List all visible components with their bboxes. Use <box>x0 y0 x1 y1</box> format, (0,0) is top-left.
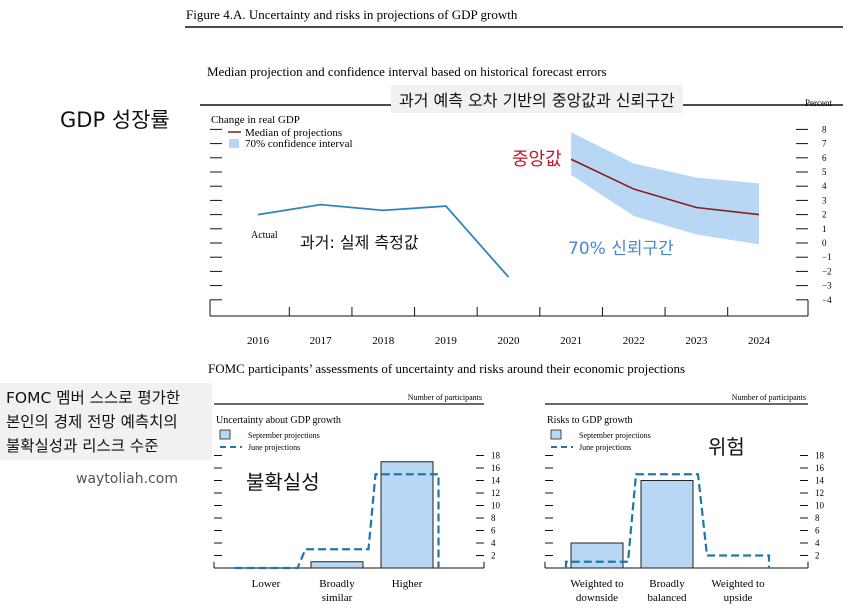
uncertainty-legend-sep-label: September projections <box>248 431 320 440</box>
watermark: waytoliah.com <box>76 471 178 487</box>
top-x-tick-labels: 2016 2017 2018 2019 2020 2021 2022 2023 2024 <box>247 335 771 347</box>
risks-y-tick-label: 18 <box>815 451 825 461</box>
risks-september-bar <box>640 480 694 569</box>
x-tick-label: 2024 <box>748 335 771 347</box>
uncertainty-september-bar <box>310 561 364 569</box>
uncertainty-ylabel: Number of participants <box>408 393 482 402</box>
risks-title: Risks to GDP growth <box>547 415 632 426</box>
fomc-annotation-line-1: FOMC 멤버 스스로 평가한 <box>6 389 181 407</box>
risks-y-tick-label: 14 <box>815 476 825 486</box>
risks-chart: Number of participants Risks to GDP growt… <box>544 393 825 604</box>
x-tick-label: 2019 <box>435 335 458 347</box>
risks-category-label: Broadly <box>649 578 685 590</box>
uncertainty-y-tick-label: 14 <box>491 476 501 486</box>
uncertainty-y-tick-label: 4 <box>491 538 496 548</box>
risks-y-tick-label: 2 <box>815 551 820 561</box>
top-plot-area <box>257 132 760 278</box>
bottom-section-title: FOMC participants’ assessments of uncert… <box>208 361 685 376</box>
y-tick-label: −3 <box>822 281 832 291</box>
risks-y-tick-label: 10 <box>815 501 825 511</box>
x-tick-label: 2020 <box>498 335 521 347</box>
y-tick-label: −2 <box>822 266 832 276</box>
risks-category-label: Weighted to <box>711 578 765 590</box>
uncertainty-y-tick-label: 6 <box>491 526 496 536</box>
actual-series-line <box>257 203 510 278</box>
risks-september-bar <box>570 542 624 569</box>
median-series-line <box>570 158 760 216</box>
uncertainty-y-tick-label: 18 <box>491 451 501 461</box>
uncertainty-annotation: 불확실성 <box>246 470 320 494</box>
top-chart-title: Change in real GDP <box>211 114 300 126</box>
x-tick-label: 2017 <box>310 335 333 347</box>
top-y-tick-labels: −4 −3 −2 −1 0 1 2 3 4 5 6 7 8 <box>822 124 832 304</box>
top-axis-ticks <box>209 128 809 316</box>
gdp-growth-annotation: GDP 성장률 <box>60 108 170 132</box>
risks-y-tick-label: 16 <box>815 463 825 473</box>
x-tick-label: 2021 <box>560 335 582 347</box>
ci-annotation: 70% 신뢰구간 <box>568 239 674 259</box>
uncertainty-y-tick-label: 16 <box>491 463 501 473</box>
actual-series-label: Actual <box>251 230 278 241</box>
risk-annotation: 위험 <box>708 435 745 459</box>
risks-category-label: balanced <box>647 592 687 604</box>
fomc-annotation-box: FOMC 멤버 스스로 평가한 본인의 경제 전망 예측치의 불확실성과 리스크… <box>0 383 212 460</box>
top-chart-ylabel: Percent <box>805 98 832 108</box>
risks-legend-sep-swatch <box>550 429 562 440</box>
risks-ylabel: Number of participants <box>732 393 806 402</box>
figure-title: Figure 4.A. Uncertainty and risks in pro… <box>186 7 518 22</box>
y-tick-label: −4 <box>822 295 832 305</box>
uncertainty-title: Uncertainty about GDP growth <box>216 415 341 426</box>
uncertainty-y-tick-label: 10 <box>491 501 501 511</box>
y-tick-label: 4 <box>822 181 827 191</box>
y-tick-label: 8 <box>822 124 827 134</box>
uncertainty-y-tick-label: 12 <box>491 488 500 498</box>
risks-category-label: upside <box>724 592 753 604</box>
y-tick-label: 6 <box>822 153 827 163</box>
risks-y-tick-label: 6 <box>815 526 820 536</box>
x-tick-label: 2018 <box>372 335 395 347</box>
risks-june-outline <box>564 473 771 568</box>
x-tick-label: 2016 <box>247 335 270 347</box>
uncertainty-september-bar <box>380 461 434 569</box>
risks-y-tick-label: 4 <box>815 538 820 548</box>
risks-legend-sep-label: September projections <box>579 431 651 440</box>
y-tick-label: 7 <box>822 139 827 149</box>
risks-y-tick-label: 8 <box>815 513 820 523</box>
uncertainty-chart: Number of participants Uncertainty about … <box>213 393 501 604</box>
uncertainty-category-label: Broadly <box>319 578 355 590</box>
legend-ci-swatch <box>229 139 239 148</box>
x-tick-label: 2022 <box>623 335 645 347</box>
fomc-annotation-line-2: 본인의 경제 전망 예측치의 <box>6 413 178 431</box>
risks-category-label: downside <box>576 592 618 604</box>
uncertainty-y-tick-label: 8 <box>491 513 496 523</box>
y-tick-label: 5 <box>822 167 827 177</box>
legend-ci-label: 70% confidence interval <box>245 138 353 150</box>
legend-median-label: Median of projections <box>245 127 342 139</box>
y-tick-label: 1 <box>822 224 827 234</box>
top-panel-title: Median projection and confidence interva… <box>207 64 607 79</box>
uncertainty-legend-june-label: June projections <box>248 443 300 452</box>
uncertainty-y-tick-label: 2 <box>491 551 496 561</box>
y-tick-label: −1 <box>822 252 832 262</box>
y-tick-label: 0 <box>822 238 827 248</box>
risks-category-label: Weighted to <box>570 578 624 590</box>
fomc-annotation-line-3: 불확실성과 리스크 수준 <box>6 437 159 455</box>
median-annotation: 중앙값 <box>512 149 562 170</box>
top-banner-annotation: 과거 예측 오차 기반의 중앙값과 신뢰구간 <box>391 85 683 113</box>
x-tick-label: 2023 <box>685 335 708 347</box>
risks-y-tick-label: 12 <box>815 488 824 498</box>
past-measure-annotation: 과거: 실제 측정값 <box>300 233 419 252</box>
risks-legend-june-label: June projections <box>579 443 631 452</box>
y-tick-label: 3 <box>822 195 827 205</box>
uncertainty-category-label: Higher <box>392 578 423 590</box>
uncertainty-june-outline <box>234 473 440 570</box>
uncertainty-category-label: Lower <box>252 578 281 590</box>
confidence-interval-band <box>571 132 759 245</box>
uncertainty-category-label: similar <box>322 592 353 604</box>
y-tick-label: 2 <box>822 210 827 220</box>
uncertainty-legend-sep-swatch <box>219 429 231 440</box>
